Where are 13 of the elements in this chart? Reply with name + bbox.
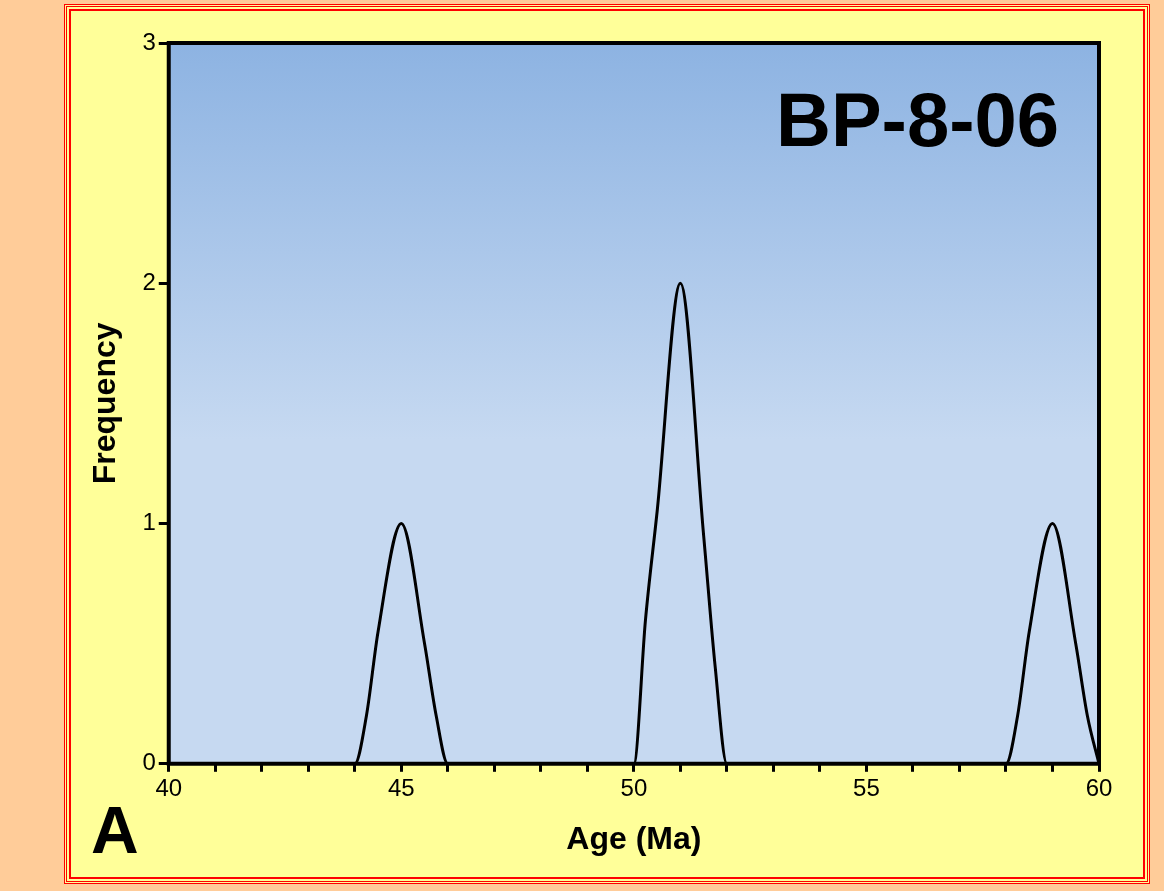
x-tick-label: 55 bbox=[853, 773, 880, 801]
x-tick-label: 60 bbox=[1085, 773, 1113, 801]
x-tick-label: 40 bbox=[155, 773, 183, 801]
y-axis-title: Frequency bbox=[86, 322, 123, 485]
y-tick-label: 3 bbox=[142, 27, 156, 55]
text: A bbox=[91, 793, 139, 867]
x-tick-label: 50 bbox=[620, 773, 648, 801]
x-tick-label: 45 bbox=[387, 773, 415, 801]
y-tick-label: 1 bbox=[142, 508, 156, 536]
x-axis-title: Age (Ma) bbox=[566, 819, 702, 856]
chart-title: BP-8-06 bbox=[776, 76, 1059, 162]
y-tick-label: 2 bbox=[142, 267, 156, 295]
y-tick-label: 0 bbox=[142, 748, 156, 776]
